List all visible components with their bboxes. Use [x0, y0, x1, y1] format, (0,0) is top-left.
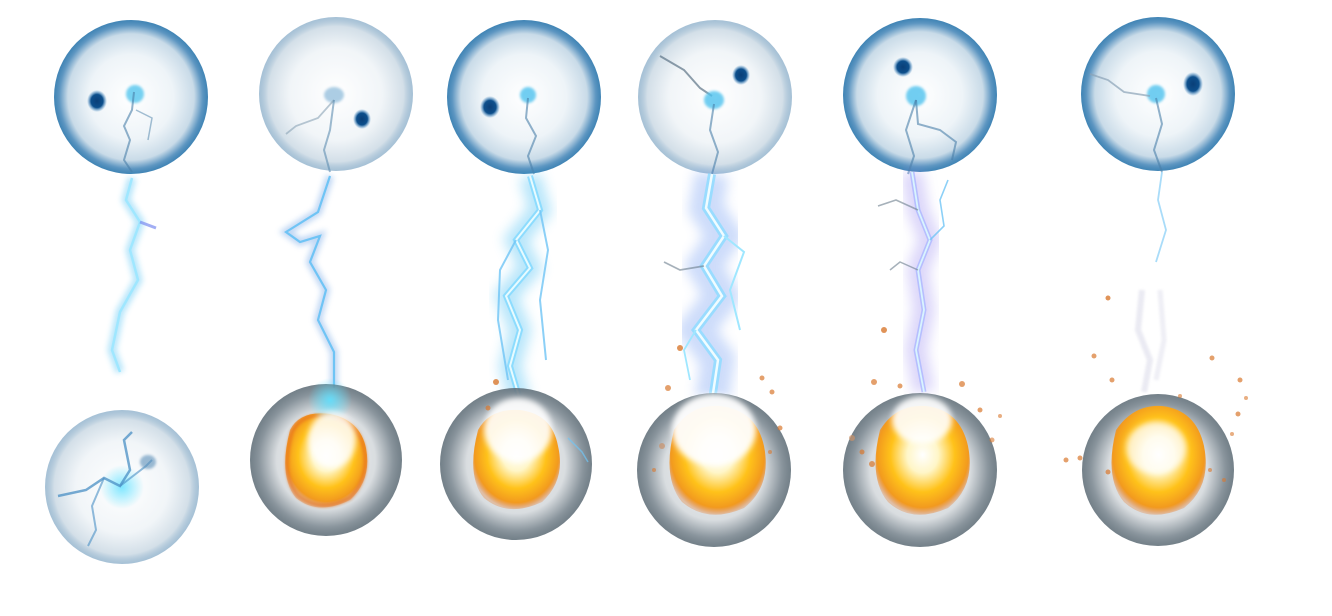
orb-eye-left — [893, 57, 913, 77]
spark — [897, 383, 903, 389]
impact-orb — [440, 379, 592, 540]
spark — [849, 435, 855, 441]
impact-orb — [250, 378, 402, 536]
spark — [1244, 396, 1248, 400]
orb-eye-left — [480, 96, 500, 118]
spark — [769, 389, 775, 395]
spark — [777, 425, 783, 431]
impact-orb — [1063, 295, 1248, 546]
lightning-bolt — [663, 171, 746, 403]
impact-orb — [637, 345, 791, 547]
spark — [1077, 455, 1083, 461]
impact-orb — [843, 327, 1002, 547]
spark — [959, 381, 965, 387]
spark — [1235, 411, 1241, 417]
spark — [1178, 394, 1182, 398]
impact-orb — [45, 410, 199, 564]
spark — [652, 468, 656, 472]
spark — [1109, 377, 1115, 383]
orb-eye-right — [126, 85, 144, 103]
orb-eye-left — [87, 90, 107, 112]
spark — [859, 449, 865, 455]
spark — [485, 405, 491, 411]
frame-1 — [45, 20, 208, 564]
spark — [665, 385, 671, 391]
top-orb — [447, 20, 601, 175]
frame-3 — [440, 20, 601, 540]
spark — [1237, 377, 1243, 383]
orb-eye-right — [353, 109, 371, 129]
spark — [1222, 478, 1226, 482]
top-orb — [638, 20, 792, 175]
lightning-bolt — [107, 176, 157, 374]
lightning-bolt — [1134, 171, 1167, 393]
spark — [881, 327, 887, 333]
spark — [677, 345, 683, 351]
spark — [1230, 432, 1234, 436]
top-orb — [259, 17, 413, 173]
spark — [977, 407, 983, 413]
lightning-bolt — [278, 174, 338, 388]
frame-5 — [843, 18, 1002, 547]
spark — [1209, 355, 1215, 361]
spark — [998, 414, 1002, 418]
top-orb — [1081, 17, 1235, 173]
orb-eye-right — [1183, 72, 1203, 96]
spark — [493, 379, 499, 385]
spark — [759, 375, 765, 381]
spark — [1208, 468, 1212, 472]
top-orb — [843, 18, 997, 175]
spark — [869, 461, 875, 467]
spark — [1105, 295, 1111, 301]
frame-2 — [250, 17, 413, 536]
spark — [768, 450, 772, 454]
spark — [659, 443, 665, 449]
lightning-bolt — [493, 172, 553, 404]
frame-4 — [637, 20, 792, 547]
spark — [1091, 353, 1097, 359]
frame-6 — [1063, 17, 1248, 546]
orb-eye-right — [732, 65, 750, 85]
spark — [871, 379, 877, 385]
spark — [1105, 469, 1111, 475]
lightning-bolt — [877, 170, 949, 395]
spark — [989, 437, 995, 443]
top-orb — [54, 20, 208, 174]
spark — [1063, 457, 1069, 463]
